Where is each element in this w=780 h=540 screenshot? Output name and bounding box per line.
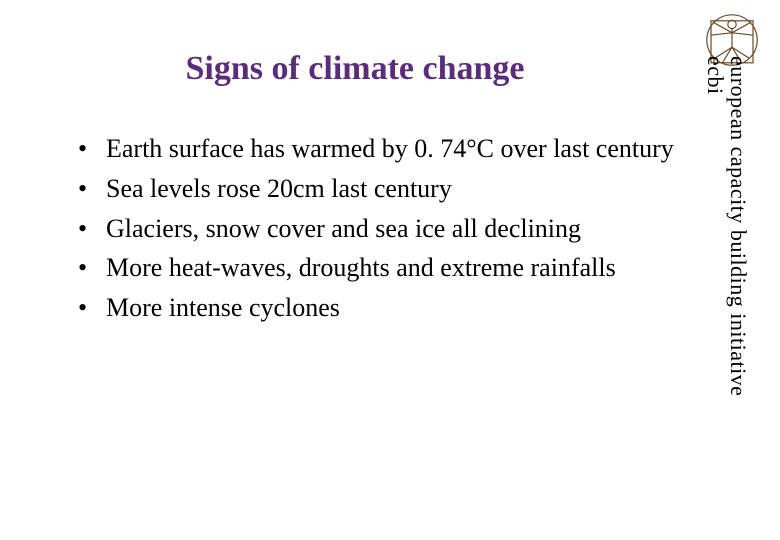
- sidebar-line1: european capacity building initiative: [726, 56, 751, 396]
- sidebar-line2: ecbi: [703, 56, 728, 95]
- bullet-item: More heat-waves, droughts and extreme ra…: [84, 251, 690, 285]
- bullet-item: Earth surface has warmed by 0. 74°C over…: [84, 132, 690, 166]
- bullet-item: More intense cyclones: [84, 291, 690, 325]
- bullet-item: Sea levels rose 20cm last century: [84, 172, 690, 206]
- slide: Signs of climate change Earth surface ha…: [0, 0, 780, 540]
- sidebar-vertical-label: european capacity building initiative ec…: [704, 56, 754, 496]
- slide-title: Signs of climate change: [50, 50, 690, 88]
- bullet-list: Earth surface has warmed by 0. 74°C over…: [50, 132, 690, 325]
- bullet-item: Glaciers, snow cover and sea ice all dec…: [84, 212, 690, 246]
